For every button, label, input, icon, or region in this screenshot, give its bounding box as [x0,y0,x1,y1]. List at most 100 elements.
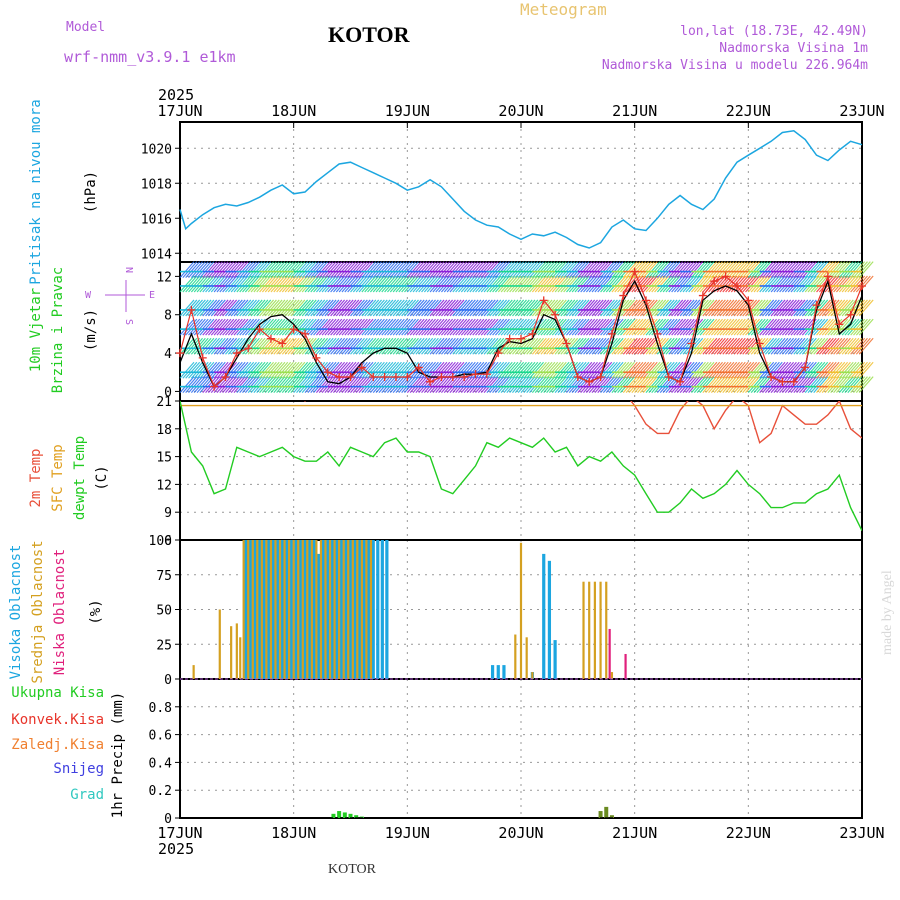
wind-barb [440,337,456,355]
wind-barb [253,318,269,336]
wind-barb [810,275,826,293]
wind-barb [355,361,371,379]
wind-barb [301,261,317,278]
wind-barb [207,299,223,317]
wind-barb [253,337,269,355]
wind-barb [844,337,860,355]
wind-barb [378,261,394,278]
wind-barb [725,261,741,278]
wind-barb [546,337,562,355]
wind-gust-marker [312,353,321,362]
wind-gust-marker [710,277,719,286]
wind-barb [242,299,257,317]
cloud-label-low: Niska Oblacnost [52,549,68,675]
wind-barb [833,376,849,394]
wind-barb [517,299,533,317]
wind-barb [350,299,365,317]
wind-barb [830,361,846,379]
wind-barb [816,376,831,394]
wind-barb [415,337,431,355]
wind-gust-marker [767,373,776,382]
wind-barb [585,261,601,278]
wind-barb [398,299,414,317]
wind-barb [827,361,843,379]
wind-barb [225,299,240,317]
wind-barb [307,299,323,317]
wind-barb [426,361,442,379]
wind-barb [591,318,607,336]
wind-barb [318,376,334,394]
cloud-bar-high [502,665,506,679]
cloud-bar-high [344,540,348,679]
wind-barb [651,361,667,379]
wind-barb [560,318,576,336]
wind-barb [716,318,732,336]
wind-barb [719,337,735,355]
wind-barb [529,275,544,293]
wind-barb [452,275,468,293]
wind-barb [179,275,195,293]
wind-barb [244,361,260,379]
wind-barb [818,361,834,379]
wind-barb [398,318,414,336]
wind-barb [614,361,630,379]
wind-barb [594,376,610,394]
wind-barb [526,376,542,394]
wind-barb [673,299,689,317]
wind-barb [296,275,311,293]
wind-barb [799,376,814,394]
wind-barb [821,261,837,278]
wind-barb [409,376,425,394]
wind-barb [384,299,400,317]
wind-barb [287,261,303,278]
wind-barb [807,318,823,336]
x-label-top: 21JUN [612,102,657,120]
wind-barb [759,318,775,336]
wind-barb [787,376,803,394]
wind-barb [605,376,621,394]
wind-barb [307,337,323,355]
wind-barb [449,299,465,317]
wind-barb [361,275,377,293]
wind-barb [463,275,479,293]
wind-barb [625,318,641,336]
wind-barb [520,275,536,293]
wind-barb [386,337,402,355]
wind-barb [835,275,851,293]
wind-barb [426,261,442,278]
wind-barb [412,299,428,317]
wind-barb [185,261,201,278]
wind-barb [648,275,664,293]
legend-precip_conv: Konvek.Kisa [11,712,104,728]
wind-barb [242,261,257,278]
wind-barb [793,318,809,336]
wind-barb [745,275,760,293]
wind-gust-marker [244,344,253,353]
wind-barb [512,261,527,278]
wind-barb [637,376,652,394]
wind-barb [270,376,286,394]
wind-barb [432,376,448,394]
wind-barb [182,361,198,379]
wind-barb [858,376,874,394]
wind-barb [580,361,596,379]
wind-barb [190,337,206,355]
wind-barb [239,318,255,336]
wind-barb [793,275,809,293]
wind-barb [179,261,195,278]
wind-barb [597,337,613,355]
wind-barb [574,318,590,336]
wind-barb [645,337,661,355]
wind-barb [188,275,203,293]
wind-barb [386,275,402,293]
wind-barb [239,299,255,317]
wind-barb [236,299,252,317]
wind-barb [509,361,525,379]
wind-barb [514,376,530,394]
wind-barb [480,261,496,278]
cloud-bar-high [542,553,546,679]
wind-barb [392,261,408,278]
wind-barb [853,261,868,278]
wind-barb [597,318,613,336]
wind-barb [193,376,209,394]
